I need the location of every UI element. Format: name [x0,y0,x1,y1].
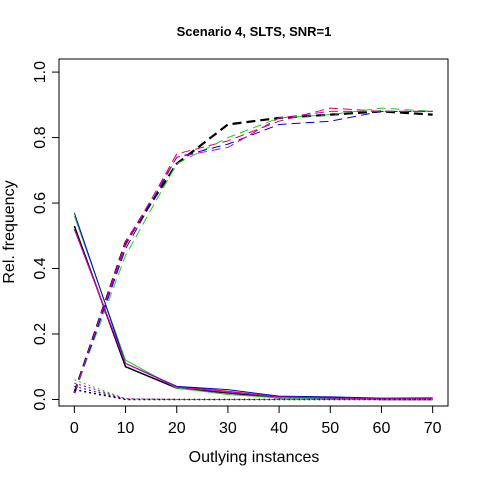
y-tick-label: 0.8 [32,126,49,148]
plot-frame [58,58,449,407]
y-tick-label: 0.6 [32,192,49,214]
y-tick-label: 1.0 [32,61,49,83]
y-tick-label: 0.4 [32,257,49,279]
x-tick-label: 70 [424,420,442,437]
x-axis: 0 10 20 30 40 50 60 70 [70,406,442,437]
x-tick-label: 30 [219,420,237,437]
series-line [73,110,433,394]
x-tick-label: 20 [168,420,186,437]
x-tick-label: 40 [270,420,288,437]
y-tick-label: 0.2 [32,323,49,345]
y-axis: 0.0 0.2 0.4 0.6 0.8 1.0 [32,61,59,411]
series-line [73,107,433,394]
chart-title: Scenario 4, SLTS, SNR=1 [177,24,332,39]
x-tick-label: 50 [321,420,339,437]
series-line [73,229,433,400]
x-tick-label: 60 [373,420,391,437]
x-axis-label: Outlying instances [189,449,320,466]
y-axis-label: Rel. frequency [1,180,18,283]
x-tick-label: 0 [70,420,79,437]
series-line [73,110,433,394]
series-line [73,107,433,394]
x-tick-label: 10 [117,420,135,437]
y-tick-label: 0.0 [32,388,49,410]
series-line [74,382,433,400]
series-layer [73,107,433,401]
series-line [73,110,433,394]
